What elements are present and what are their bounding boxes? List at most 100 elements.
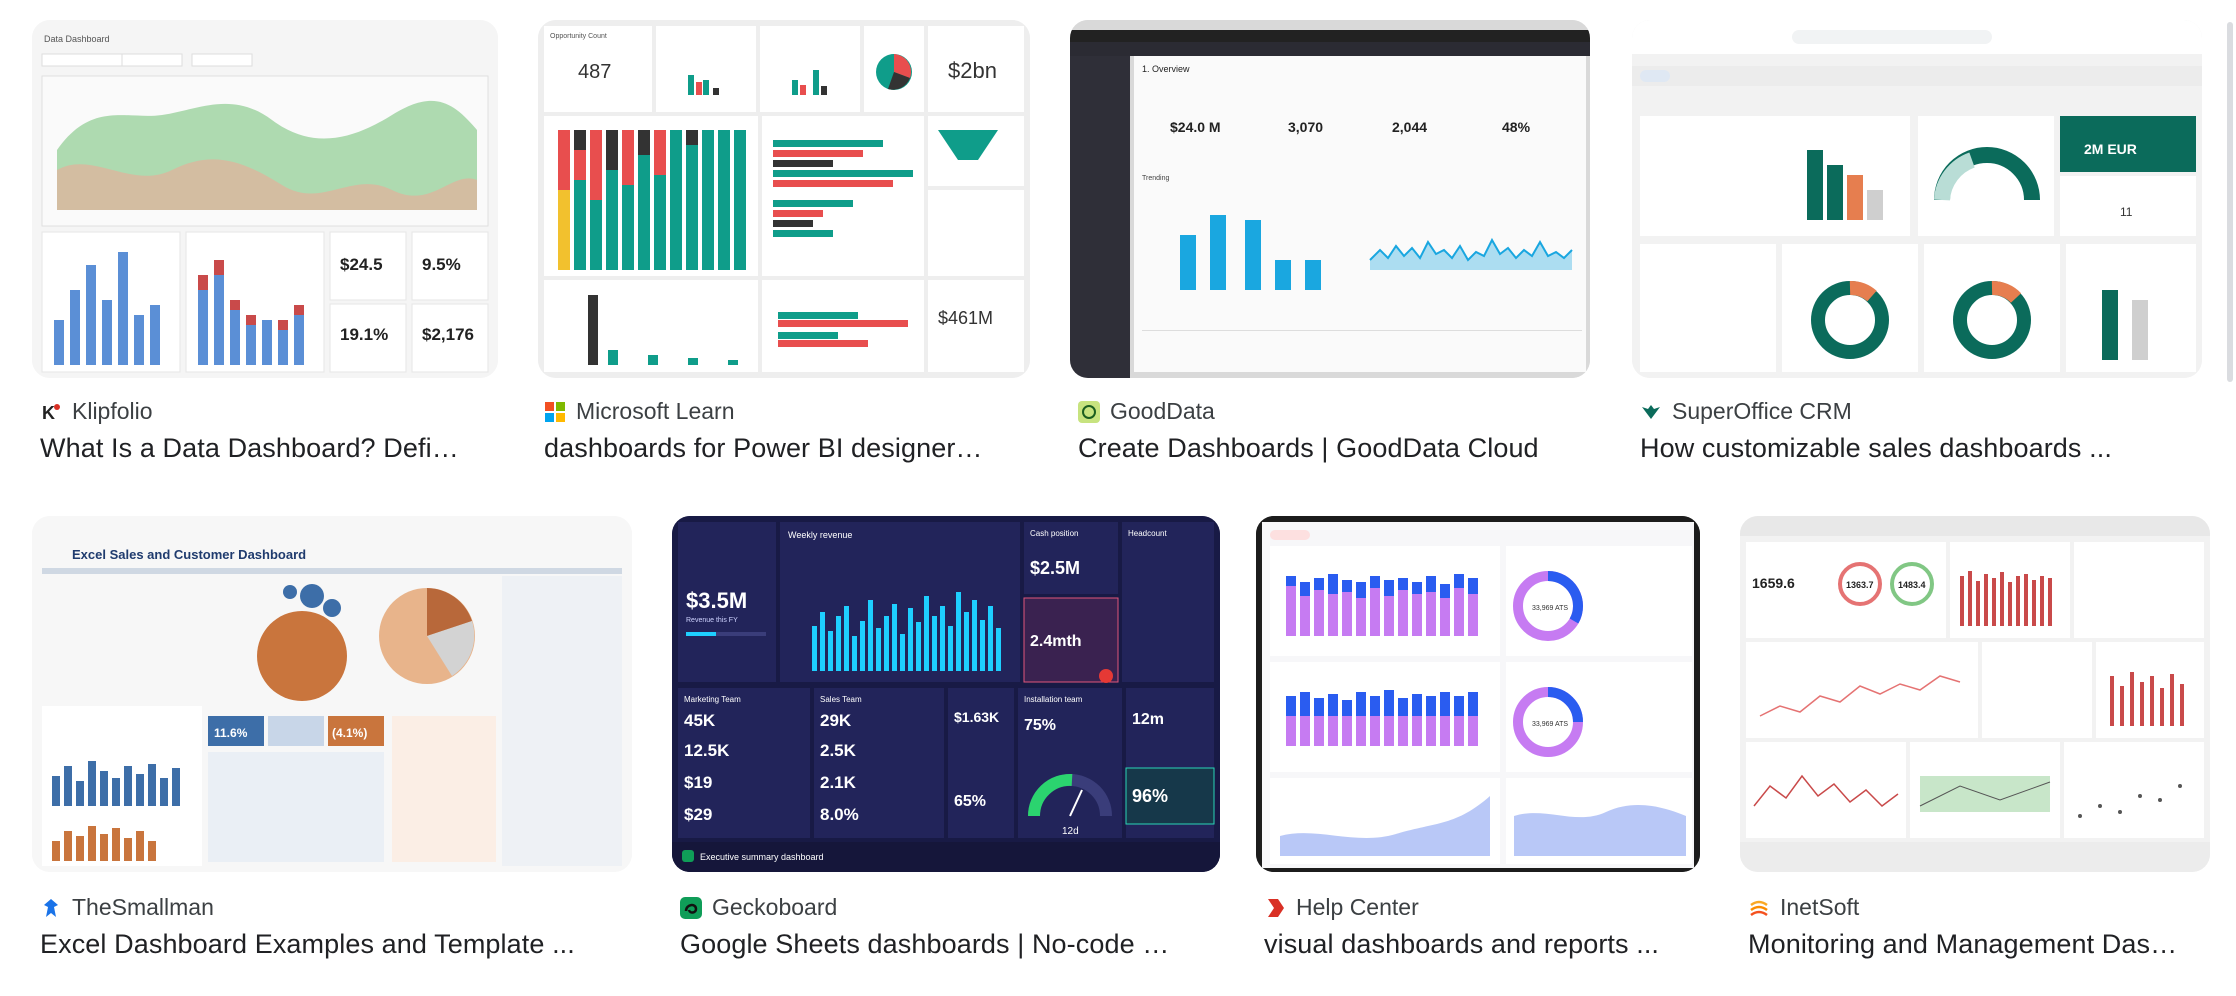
result-thumbnail[interactable]: 1659.6 1363.7 1483.4 [1740, 516, 2210, 872]
dashboard-preview-image: Excel Sales and Customer Dashboard 11.6%… [32, 516, 632, 872]
svg-text:3,070: 3,070 [1288, 119, 1323, 135]
svg-text:Marketing Team: Marketing Team [684, 695, 741, 704]
dashboard-preview-image: Data Dashboard [32, 20, 498, 378]
inetsoft-icon [1750, 900, 1768, 916]
result-source[interactable]: Geckoboard [680, 894, 837, 921]
klipfolio-icon: K [42, 403, 60, 423]
result-source-name: GoodData [1110, 398, 1215, 424]
result-source[interactable]: InetSoft [1748, 894, 1859, 921]
svg-text:$1.63K: $1.63K [954, 709, 999, 725]
svg-text:$24.0 M: $24.0 M [1170, 119, 1221, 135]
svg-text:1659.6: 1659.6 [1752, 575, 1795, 591]
svg-text:$461M: $461M [938, 308, 993, 328]
result-source[interactable]: Help Center [1264, 894, 1419, 921]
result-title[interactable]: Monitoring and Management Das… [1748, 929, 2178, 959]
svg-text:33,969 ATS: 33,969 ATS [1532, 721, 1568, 728]
svg-text:8.0%: 8.0% [820, 805, 859, 824]
svg-text:12m: 12m [1132, 711, 1164, 728]
svg-text:2.4mth: 2.4mth [1030, 633, 1082, 650]
result-source[interactable]: K Klipfolio [40, 398, 153, 425]
svg-text:$2.5M: $2.5M [1030, 558, 1080, 578]
result-thumbnail[interactable]: Opportunity Count 487 $2bn [538, 20, 1030, 378]
svg-text:2,044: 2,044 [1392, 119, 1427, 135]
svg-text:33,969 ATS: 33,969 ATS [1532, 605, 1568, 612]
result-thumbnail[interactable]: Data Dashboard [32, 20, 498, 378]
result-title[interactable]: Create Dashboards | GoodData Cloud [1078, 433, 1539, 463]
svg-text:Executive summary dashboard: Executive summary dashboard [700, 852, 824, 862]
result-source-name: Microsoft Learn [576, 398, 735, 424]
svg-text:1. Overview: 1. Overview [1142, 64, 1190, 74]
svg-text:Headcount: Headcount [1128, 529, 1167, 538]
result-title[interactable]: Google Sheets dashboards | No-code … [680, 929, 1170, 959]
result-source-name: Klipfolio [72, 398, 153, 424]
result-thumbnail[interactable]: $3.5M Revenue this FY Weekly revenue Cas… [672, 516, 1220, 872]
superoffice-icon [1642, 404, 1660, 419]
result-card-help-center[interactable]: 33,969 ATS 33,969 ATS Help Center visual… [1256, 516, 1700, 976]
svg-text:Data Dashboard: Data Dashboard [44, 34, 110, 44]
dashboard-preview-image: 1659.6 1363.7 1483.4 [1740, 516, 2210, 872]
result-title[interactable]: How customizable sales dashboards ... [1640, 433, 2112, 463]
thesmallman-icon [44, 898, 58, 917]
svg-text:$2,176: $2,176 [422, 325, 474, 344]
result-card-klipfolio[interactable]: Data Dashboard [32, 20, 498, 463]
svg-text:$29: $29 [684, 805, 712, 824]
svg-text:Cash position: Cash position [1030, 529, 1078, 538]
microsoft-icon [545, 401, 565, 422]
gooddata-icon [1078, 400, 1100, 423]
result-thumbnail[interactable]: 1. Overview $24.0 M 3,070 2,044 48% Tren… [1070, 20, 1590, 378]
svg-text:9.5%: 9.5% [422, 255, 461, 274]
result-source-name: Help Center [1296, 894, 1419, 920]
result-card-geckoboard[interactable]: $3.5M Revenue this FY Weekly revenue Cas… [672, 516, 1220, 976]
result-source[interactable]: TheSmallman [40, 894, 214, 921]
svg-text:$2bn: $2bn [948, 58, 997, 83]
result-card-inetsoft[interactable]: 1659.6 1363.7 1483.4 InetSoft Monitor [1740, 516, 2210, 976]
svg-text:Sales Team: Sales Team [820, 695, 862, 704]
svg-text:1363.7: 1363.7 [1846, 580, 1874, 590]
result-source-name: SuperOffice CRM [1672, 398, 1852, 424]
svg-text:1483.4: 1483.4 [1898, 580, 1926, 590]
svg-text:$19: $19 [684, 773, 712, 792]
scrollbar-thumb[interactable] [2227, 22, 2233, 382]
svg-text:$3.5M: $3.5M [686, 588, 747, 613]
dashboard-preview-image: Opportunity Count 487 $2bn [538, 20, 1030, 378]
svg-text:11: 11 [2120, 205, 2133, 219]
result-card-gooddata[interactable]: 1. Overview $24.0 M 3,070 2,044 48% Tren… [1070, 20, 1590, 463]
result-thumbnail[interactable]: 2M EUR 11 [1632, 20, 2202, 378]
svg-text:Revenue this FY: Revenue this FY [686, 617, 738, 624]
page-scrollbar[interactable] [2222, 0, 2236, 996]
svg-text:Weekly revenue: Weekly revenue [788, 530, 852, 540]
result-title[interactable]: dashboards for Power BI designer… [544, 433, 983, 463]
result-card-thesmallman[interactable]: Excel Sales and Customer Dashboard 11.6%… [32, 516, 632, 976]
svg-text:K: K [42, 403, 55, 423]
svg-text:487: 487 [578, 61, 611, 83]
result-title[interactable]: What Is a Data Dashboard? Defi… [40, 433, 459, 463]
result-title[interactable]: Excel Dashboard Examples and Template ..… [40, 929, 575, 959]
result-thumbnail[interactable]: 33,969 ATS 33,969 ATS [1256, 516, 1700, 872]
svg-text:11.6%: 11.6% [214, 726, 248, 740]
svg-text:Installation team: Installation team [1024, 695, 1083, 704]
geckoboard-icon [680, 896, 702, 919]
dashboard-preview-image: 33,969 ATS 33,969 ATS [1256, 516, 1700, 872]
result-source[interactable]: SuperOffice CRM [1640, 398, 1852, 425]
result-card-microsoft-learn[interactable]: Opportunity Count 487 $2bn [538, 20, 1030, 463]
result-title[interactable]: visual dashboards and reports ... [1264, 929, 1660, 959]
svg-text:$24.5: $24.5 [340, 255, 383, 274]
svg-text:2.1K: 2.1K [820, 773, 857, 792]
svg-text:96%: 96% [1132, 786, 1168, 806]
svg-text:(4.1%): (4.1%) [332, 726, 367, 740]
svg-text:Opportunity Count: Opportunity Count [550, 33, 607, 40]
svg-text:2.5K: 2.5K [820, 741, 857, 760]
dashboard-preview-image: 2M EUR 11 [1632, 20, 2202, 378]
svg-text:29K: 29K [820, 711, 852, 730]
svg-text:65%: 65% [954, 793, 986, 810]
svg-text:12.5K: 12.5K [684, 741, 730, 760]
result-source[interactable]: Microsoft Learn [544, 398, 735, 425]
result-card-superoffice[interactable]: 2M EUR 11 SuperOffice CRM How customizab… [1632, 20, 2202, 463]
svg-text:19.1%: 19.1% [340, 325, 388, 344]
svg-text:12d: 12d [1062, 826, 1079, 837]
result-source-name: InetSoft [1780, 894, 1860, 920]
svg-text:Excel Sales and Customer Dashb: Excel Sales and Customer Dashboard [72, 547, 306, 562]
result-source[interactable]: GoodData [1078, 398, 1215, 425]
dashboard-preview-image: $3.5M Revenue this FY Weekly revenue Cas… [672, 516, 1220, 872]
result-thumbnail[interactable]: Excel Sales and Customer Dashboard 11.6%… [32, 516, 632, 872]
